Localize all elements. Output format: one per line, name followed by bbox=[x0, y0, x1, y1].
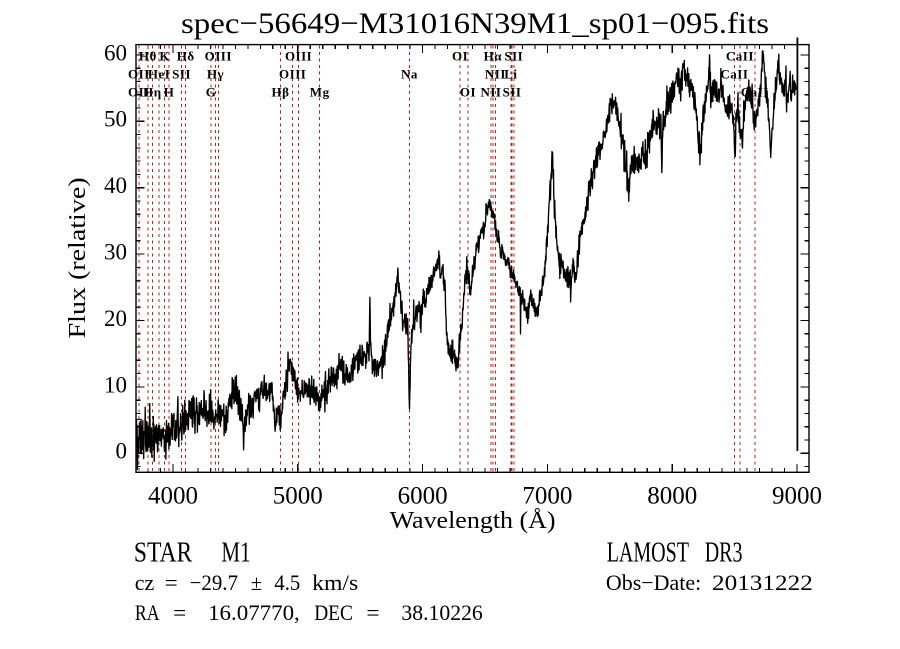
svg-text:km/s: km/s bbox=[312, 570, 358, 595]
svg-text:NII: NII bbox=[480, 85, 501, 100]
svg-text:Hη: Hη bbox=[143, 85, 162, 100]
svg-text:Li: Li bbox=[504, 67, 517, 82]
svg-text:=: = bbox=[173, 600, 186, 625]
svg-text:CaII: CaII bbox=[720, 67, 748, 82]
svg-text:OII: OII bbox=[128, 85, 150, 100]
svg-text:40: 40 bbox=[104, 173, 127, 198]
svg-text:OII: OII bbox=[128, 67, 150, 82]
svg-text:=: = bbox=[366, 600, 379, 625]
svg-text:LAMOST: LAMOST bbox=[607, 537, 689, 569]
svg-text:9000: 9000 bbox=[772, 483, 822, 510]
svg-text:DR3: DR3 bbox=[705, 537, 743, 569]
svg-text:16.07770,: 16.07770, bbox=[208, 600, 300, 625]
svg-text:Hβ: Hβ bbox=[272, 85, 290, 100]
svg-text:50: 50 bbox=[104, 107, 127, 132]
svg-text:SII: SII bbox=[172, 67, 191, 82]
svg-text:RA: RA bbox=[135, 600, 160, 625]
svg-text:spec−56649−M31016N39M1_sp01−09: spec−56649−M31016N39M1_sp01−095.fits bbox=[181, 7, 769, 40]
svg-text:Mg: Mg bbox=[310, 85, 330, 100]
svg-text:8000: 8000 bbox=[647, 483, 697, 510]
svg-text:38.10226: 38.10226 bbox=[401, 600, 482, 625]
svg-text:SII: SII bbox=[503, 85, 522, 100]
svg-text:7000: 7000 bbox=[522, 483, 572, 510]
svg-text:K: K bbox=[159, 49, 170, 64]
svg-text:OI: OI bbox=[460, 85, 476, 100]
svg-text:SII: SII bbox=[504, 49, 523, 64]
svg-text:5000: 5000 bbox=[273, 483, 323, 510]
svg-text:±: ± bbox=[251, 570, 262, 595]
svg-text:Na: Na bbox=[401, 67, 418, 82]
svg-text:−29.7: −29.7 bbox=[190, 570, 238, 595]
svg-text:cz: cz bbox=[135, 570, 155, 595]
svg-text:10: 10 bbox=[104, 372, 127, 397]
svg-text:Hα: Hα bbox=[484, 49, 503, 64]
svg-text:4.5: 4.5 bbox=[274, 570, 300, 595]
svg-text:CaII: CaII bbox=[741, 85, 769, 100]
svg-text:Obs−Date:: Obs−Date: bbox=[606, 570, 701, 595]
svg-text:OIII: OIII bbox=[285, 49, 312, 64]
svg-text:20: 20 bbox=[104, 306, 127, 331]
svg-text:Hδ: Hδ bbox=[177, 49, 195, 64]
svg-text:6000: 6000 bbox=[398, 483, 448, 510]
svg-text:H: H bbox=[164, 85, 175, 100]
svg-text:DEC: DEC bbox=[314, 600, 353, 625]
svg-text:4000: 4000 bbox=[148, 483, 198, 510]
svg-text:G: G bbox=[206, 85, 217, 100]
svg-text:NII: NII bbox=[485, 67, 506, 82]
svg-text:=: = bbox=[165, 570, 178, 595]
svg-text:STAR: STAR bbox=[134, 537, 193, 569]
svg-text:Hγ: Hγ bbox=[207, 67, 224, 82]
svg-text:Wavelength (Å): Wavelength (Å) bbox=[390, 508, 556, 534]
svg-text:0: 0 bbox=[116, 439, 128, 464]
svg-text:M1: M1 bbox=[221, 537, 250, 569]
svg-text:60: 60 bbox=[104, 40, 127, 65]
svg-text:CaII: CaII bbox=[726, 49, 754, 64]
svg-text:30: 30 bbox=[104, 240, 127, 265]
svg-text:HeI: HeI bbox=[148, 67, 170, 82]
svg-text:OIII: OIII bbox=[279, 67, 306, 82]
svg-text:20131222: 20131222 bbox=[712, 570, 813, 595]
svg-text:OIII: OIII bbox=[205, 49, 232, 64]
svg-text:Flux (relative): Flux (relative) bbox=[65, 177, 91, 338]
svg-text:Hθ: Hθ bbox=[139, 49, 157, 64]
svg-text:OI: OI bbox=[452, 49, 468, 64]
